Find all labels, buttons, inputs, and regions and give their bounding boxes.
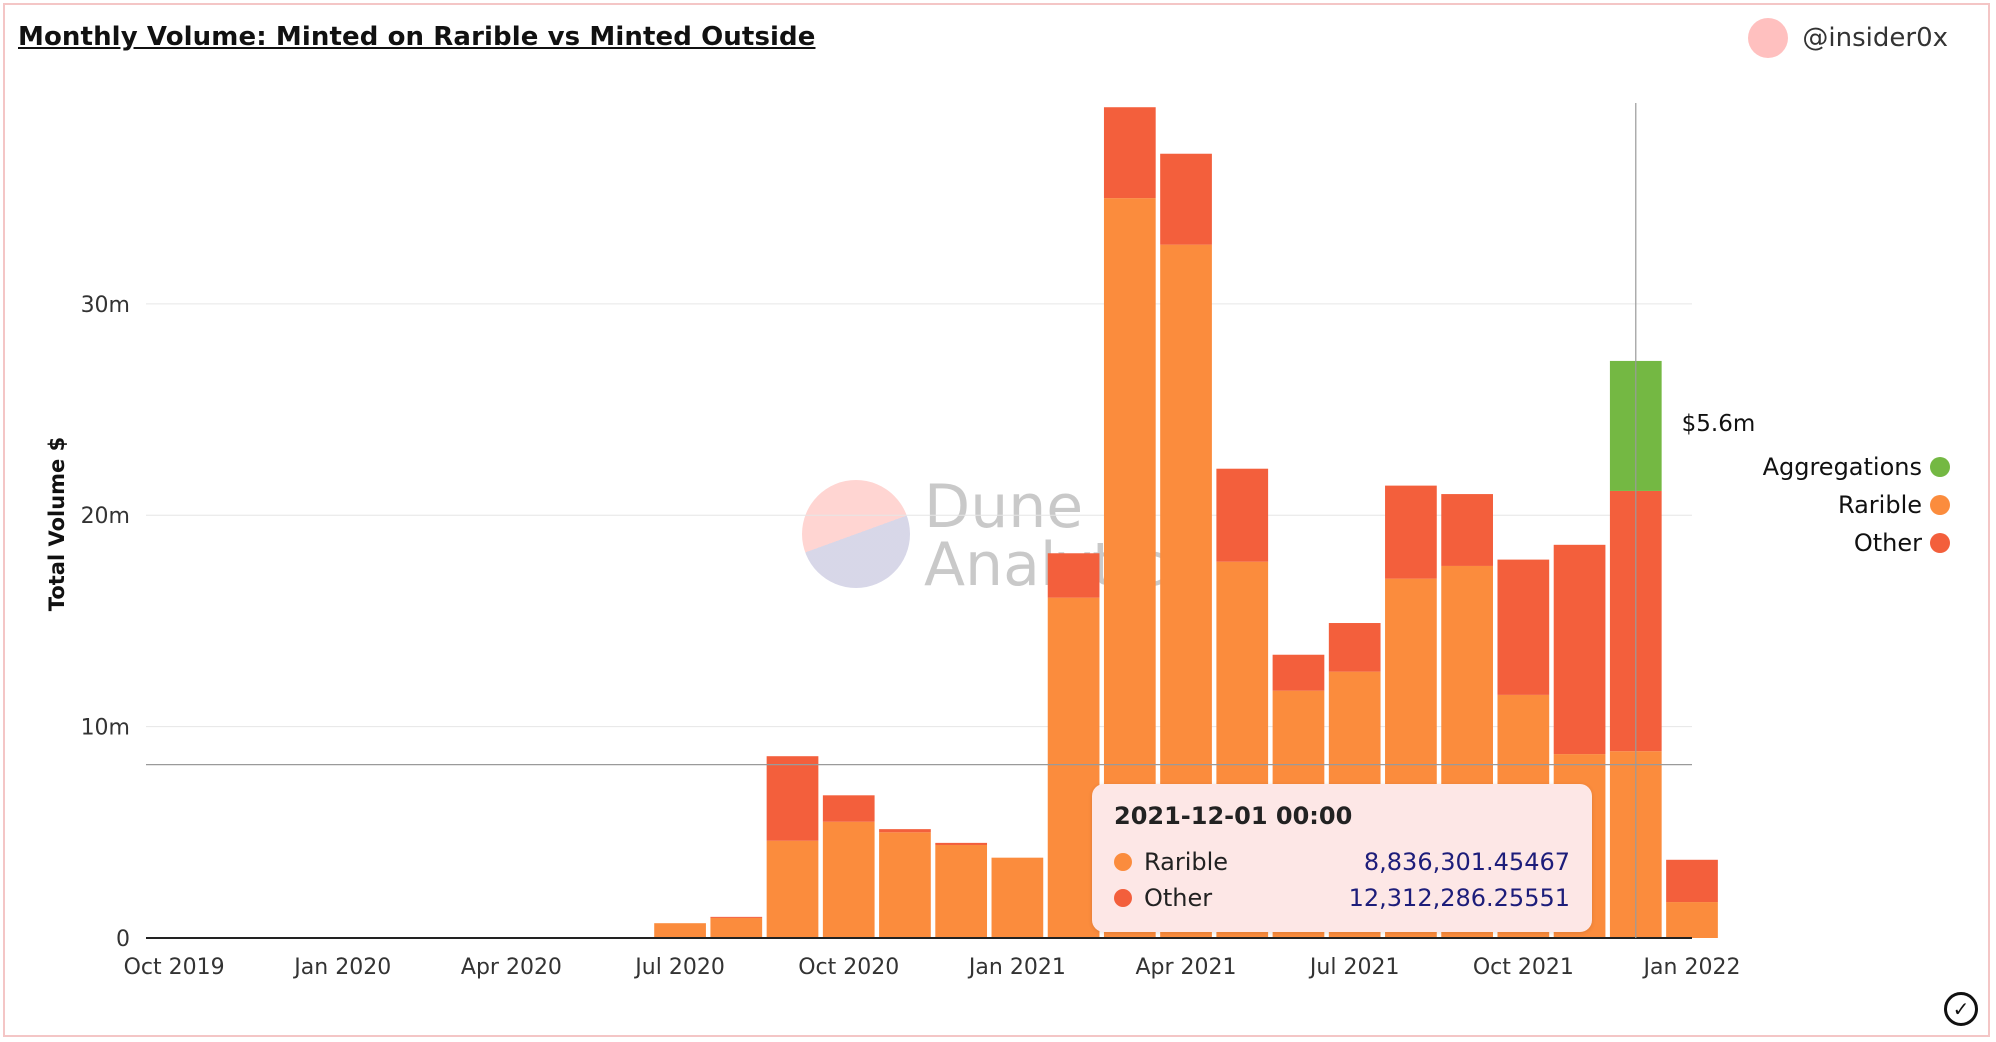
bar-other-2020-11 bbox=[879, 829, 931, 833]
bar-rarible-2020-07 bbox=[654, 923, 706, 938]
tooltip-series-name: Other bbox=[1144, 884, 1213, 912]
x-tick-label: Apr 2020 bbox=[461, 955, 562, 980]
bar-other-2021-10 bbox=[1497, 559, 1550, 695]
y-tick-label: 10m bbox=[81, 716, 130, 741]
legend-item-other[interactable]: Other bbox=[1763, 524, 1950, 562]
tooltip-title: 2021-12-01 00:00 bbox=[1114, 802, 1353, 830]
y-tick-label: 20m bbox=[81, 504, 130, 529]
bar-other-2020-12 bbox=[935, 842, 988, 845]
bar-rarible-2022-01 bbox=[1666, 902, 1718, 938]
bar-other-2020-08 bbox=[710, 916, 763, 918]
bar-other-2021-03 bbox=[1103, 107, 1156, 199]
bar-other-2022-01 bbox=[1666, 859, 1718, 903]
legend-dot-icon bbox=[1930, 533, 1950, 553]
watermark-line-1: Dune bbox=[924, 472, 1084, 542]
x-tick-label: Oct 2019 bbox=[124, 955, 225, 980]
bar-rarible-2020-09 bbox=[766, 840, 819, 938]
x-tick-label: Jan 2021 bbox=[967, 955, 1066, 980]
other-dot-icon bbox=[1114, 889, 1132, 907]
author-badge[interactable]: @insider0x bbox=[1748, 18, 1948, 58]
x-tick-label: Oct 2021 bbox=[1473, 955, 1574, 980]
legend-dot-icon bbox=[1930, 495, 1950, 515]
legend-item-rarible[interactable]: Rarible bbox=[1763, 486, 1950, 524]
bar-other-2021-08 bbox=[1385, 485, 1437, 579]
dune-logo-icon bbox=[802, 480, 910, 588]
bar-rarible-2020-08 bbox=[710, 917, 763, 938]
x-tick-label: Apr 2021 bbox=[1136, 955, 1237, 980]
bar-other-2021-11 bbox=[1553, 544, 1606, 755]
x-tick-label: Jul 2021 bbox=[1308, 955, 1400, 980]
y-tick-label: 0 bbox=[116, 927, 130, 952]
legend-label: Other bbox=[1853, 529, 1922, 557]
bar-other-2021-04 bbox=[1160, 153, 1212, 245]
chart-title[interactable]: Monthly Volume: Minted on Rarible vs Min… bbox=[18, 22, 816, 52]
bar-other-2021-09 bbox=[1441, 494, 1493, 566]
bar-other-2021-05 bbox=[1216, 468, 1269, 562]
tooltip-series-value: 8,836,301.45467 bbox=[1363, 848, 1570, 876]
bar-rarible-2020-10 bbox=[822, 821, 875, 938]
bar-rarible-2021-02 bbox=[1047, 597, 1100, 938]
tooltip-series-name: Rarible bbox=[1144, 848, 1229, 876]
bar-other-2020-10 bbox=[822, 795, 875, 822]
check-circle-icon[interactable]: ✓ bbox=[1944, 992, 1978, 1026]
x-tick-label: Jan 2020 bbox=[292, 955, 391, 980]
legend-label: Rarible bbox=[1837, 491, 1922, 519]
bar-other-2021-02 bbox=[1047, 553, 1100, 598]
hover-tooltip: 2021-12-01 00:00 Rarible 8,836,301.45467… bbox=[1092, 784, 1592, 932]
avatar[interactable] bbox=[1748, 18, 1789, 58]
bar-other-2020-09 bbox=[766, 756, 819, 841]
aggregation-data-label: $5.6m bbox=[1682, 411, 1756, 437]
rarible-dot-icon bbox=[1114, 853, 1132, 871]
x-tick-label: Jul 2020 bbox=[633, 955, 725, 980]
legend: Aggregations Rarible Other bbox=[1763, 448, 1950, 562]
tooltip-series-value: 12,312,286.25551 bbox=[1348, 884, 1570, 912]
bar-rarible-2020-11 bbox=[879, 832, 931, 938]
bar-other-2021-07 bbox=[1328, 623, 1381, 672]
y-axis-label: Total Volume $ bbox=[45, 437, 69, 611]
bar-other-2021-06 bbox=[1272, 654, 1325, 691]
legend-dot-icon bbox=[1930, 457, 1950, 477]
legend-item-aggregations[interactable]: Aggregations bbox=[1763, 448, 1950, 486]
axes: 0 10m 20m 30m Oct 2019 Jan 2020 Apr 2020 Jul 20… bbox=[81, 103, 1741, 980]
tooltip-row-rarible: Rarible 8,836,301.45467 bbox=[1114, 844, 1570, 880]
bar-rarible-2020-12 bbox=[935, 844, 988, 938]
legend-label: Aggregations bbox=[1762, 453, 1922, 481]
x-tick-label: Jan 2022 bbox=[1642, 955, 1741, 980]
bar-rarible-2021-01 bbox=[991, 857, 1044, 938]
x-tick-label: Oct 2020 bbox=[798, 955, 899, 980]
author-name[interactable]: @insider0x bbox=[1802, 23, 1948, 53]
y-tick-label: 30m bbox=[81, 293, 130, 318]
tooltip-row-other: Other 12,312,286.25551 bbox=[1114, 880, 1570, 916]
